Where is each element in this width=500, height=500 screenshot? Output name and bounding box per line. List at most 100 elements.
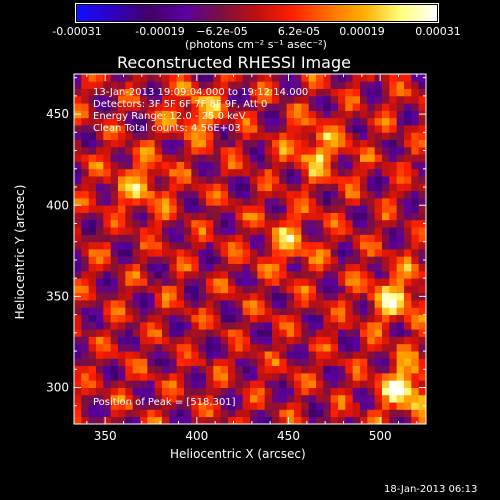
heatmap-cell [228, 387, 236, 396]
heatmap-cell [184, 212, 192, 221]
heatmap-cell [235, 285, 244, 294]
heatmap-cell [198, 365, 207, 374]
y-tick-label: 350 [46, 289, 69, 303]
heatmap-cell [228, 168, 236, 177]
heatmap-cell [345, 300, 354, 308]
heatmap-cell [154, 292, 163, 301]
heatmap-cell [279, 154, 288, 162]
heatmap-cell [382, 380, 390, 388]
heatmap-cell [169, 176, 178, 184]
heatmap-cell [345, 103, 354, 111]
heatmap-cell [198, 227, 207, 235]
heatmap-cell [154, 416, 163, 425]
colorbar-tick-label: −6.2e-05 [196, 25, 248, 38]
heatmap-cell [242, 402, 251, 410]
heatmap-cell [294, 365, 302, 374]
heatmap-cell [286, 329, 295, 337]
heatmap-cell [198, 168, 207, 177]
heatmap-cell [250, 74, 258, 82]
heatmap-cell [228, 241, 236, 250]
heatmap-cell [132, 270, 141, 279]
heatmap-cell [132, 351, 141, 359]
heatmap-cell [250, 125, 258, 133]
heatmap-cell [242, 197, 251, 206]
heatmap-cell [264, 307, 273, 316]
heatmap-cell [323, 387, 332, 396]
heatmap-cell [191, 81, 200, 89]
heatmap-cell [228, 256, 236, 264]
heatmap-cell [228, 205, 236, 213]
heatmap-cell [162, 321, 170, 330]
heatmap-cell [264, 387, 273, 396]
heatmap-cell [162, 387, 170, 396]
heatmap-cell [132, 336, 141, 345]
heatmap-cell [250, 212, 258, 221]
heatmap-cell [389, 278, 398, 286]
heatmap-cell [294, 219, 302, 228]
heatmap-cell [169, 74, 178, 82]
heatmap-cell [198, 292, 207, 301]
heatmap-cell [352, 300, 361, 308]
heatmap-cell [411, 270, 420, 279]
heatmap-cell [213, 241, 222, 250]
heatmap-cell [316, 394, 324, 403]
heatmap-cell [338, 234, 346, 243]
heatmap-cell [125, 336, 134, 345]
heatmap-cell [125, 168, 134, 177]
heatmap-cell [88, 372, 97, 381]
heatmap-cell [272, 74, 280, 82]
heatmap-cell [140, 314, 148, 323]
heatmap-cell [88, 110, 97, 119]
heatmap-cell [308, 154, 317, 162]
heatmap-cell [147, 74, 156, 82]
heatmap-cell [169, 88, 178, 97]
heatmap-cell [228, 249, 236, 257]
heatmap-cell [272, 336, 280, 345]
heatmap-cell [345, 343, 354, 352]
heatmap-cell [250, 307, 258, 316]
heatmap-cell [323, 197, 332, 206]
heatmap-cell [242, 139, 251, 148]
heatmap-cell [250, 205, 258, 213]
heatmap-cell [242, 329, 251, 337]
heatmap-cell [264, 270, 273, 279]
heatmap-cell [125, 292, 134, 301]
heatmap-cell [220, 139, 229, 148]
heatmap-cell [345, 227, 354, 235]
heatmap-cell [162, 183, 170, 192]
heatmap-cell [191, 372, 200, 381]
heatmap-cell [352, 394, 361, 403]
heatmap-cell [367, 278, 376, 286]
heatmap-cell [323, 285, 332, 294]
heatmap-cell [294, 197, 302, 206]
heatmap-cell [279, 380, 288, 388]
heatmap-cell [338, 409, 346, 418]
heatmap-cell [169, 146, 178, 155]
heatmap-cell [235, 125, 244, 133]
heatmap-cell [228, 110, 236, 119]
heatmap-cell [411, 88, 420, 97]
heatmap-cell [264, 161, 273, 170]
heatmap-cell [360, 190, 368, 199]
heatmap-cell [96, 95, 104, 104]
heatmap-cell [323, 394, 332, 403]
heatmap-cell [418, 300, 427, 308]
heatmap-cell [198, 380, 207, 388]
heatmap-cell [352, 278, 361, 286]
heatmap-cell [264, 321, 273, 330]
heatmap-cell [184, 110, 192, 119]
heatmap-cell [323, 161, 332, 170]
heatmap-cell [257, 183, 266, 192]
heatmap-cell [235, 314, 244, 323]
heatmap-cell [110, 205, 119, 213]
heatmap-cell [147, 285, 156, 294]
heatmap-cell [74, 263, 82, 272]
heatmap-cell [360, 154, 368, 162]
heatmap-cell [316, 278, 324, 286]
heatmap-cell [118, 307, 126, 316]
heatmap-cell [220, 117, 229, 126]
heatmap-cell [213, 146, 222, 155]
heatmap-cell [264, 205, 273, 213]
heatmap-cell [316, 110, 324, 119]
heatmap-cell [418, 227, 427, 235]
